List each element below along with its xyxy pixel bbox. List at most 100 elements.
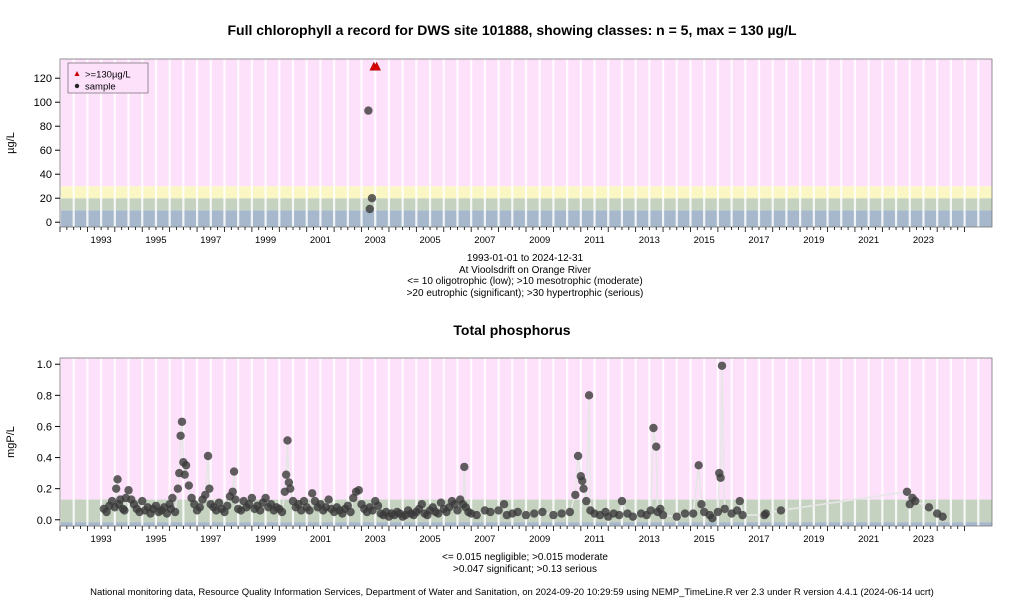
y-axis-label: µg/L <box>5 132 17 154</box>
data-point <box>223 501 232 510</box>
data-point <box>231 495 240 504</box>
chart1-title: Full chlorophyll a record for DWS site 1… <box>227 22 797 38</box>
data-point <box>658 510 668 520</box>
data-point <box>324 495 333 504</box>
data-point <box>307 489 317 498</box>
data-point <box>738 510 747 520</box>
data-point <box>761 509 771 518</box>
data-point <box>617 496 627 506</box>
y-tick-label: 0.0 <box>37 515 52 527</box>
x-tick-label: 2019 <box>803 534 824 545</box>
data-point <box>354 486 363 495</box>
data-point <box>697 500 706 509</box>
x-tick-label: 1997 <box>200 534 221 545</box>
y-tick-label: 80 <box>40 121 52 133</box>
chart2-notes: <= 0.015 negligible; >0.015 moderate >0.… <box>0 552 1024 575</box>
x-tick-label: 2021 <box>858 534 879 545</box>
chart1-note-site: At Vioolsdrift on Orange River <box>458 264 592 276</box>
x-tick-label: 2009 <box>529 534 550 545</box>
x-tick-label: 1997 <box>200 235 221 246</box>
chart2-note-classes-b: >0.047 significant; >0.13 serious <box>453 563 597 575</box>
y-tick-label: 0.8 <box>37 390 52 402</box>
data-point-max <box>372 61 382 71</box>
data-point <box>494 506 503 515</box>
data-point <box>530 509 539 518</box>
x-tick-label: 2019 <box>803 235 824 246</box>
data-point <box>902 487 912 496</box>
data-point <box>417 500 427 509</box>
legend-marker-dot <box>74 83 80 89</box>
data-point <box>195 503 204 512</box>
x-tick-label: 2023 <box>913 235 934 246</box>
x-tick-label: 2021 <box>858 235 879 246</box>
chart2-note-classes-a: <= 0.015 negligible; >0.015 moderate <box>442 552 608 563</box>
y-tick-label: 0.2 <box>37 484 52 496</box>
x-tick-label: 2011 <box>584 235 604 246</box>
data-point <box>615 510 624 520</box>
data-point <box>557 509 566 518</box>
y-tick-label: 0.6 <box>37 421 52 433</box>
data-point <box>277 507 287 517</box>
data-point <box>573 451 583 461</box>
data-point <box>672 512 681 521</box>
data-point <box>472 510 481 520</box>
x-tick-label: 2017 <box>748 235 769 246</box>
data-point <box>368 506 377 515</box>
x-tick-label: 2005 <box>419 534 440 545</box>
data-point <box>646 506 655 515</box>
data-point <box>565 507 575 517</box>
x-tick-label: 2001 <box>310 534 331 545</box>
data-point <box>184 481 194 490</box>
data-point <box>735 496 745 506</box>
data-point <box>628 512 638 521</box>
data-point <box>203 451 213 461</box>
x-tick-label: 2015 <box>694 235 715 246</box>
data-point <box>177 417 187 426</box>
data-point <box>713 507 723 517</box>
data-point <box>938 512 947 521</box>
data-point <box>649 423 658 433</box>
legend-marker-triangle <box>74 71 80 76</box>
data-point <box>689 509 698 518</box>
data-point <box>364 106 373 115</box>
data-point <box>173 484 183 493</box>
x-tick-label: 2017 <box>748 534 769 545</box>
x-tick-label: 2007 <box>474 235 495 246</box>
data-point <box>180 470 189 479</box>
x-tick-label: 1999 <box>255 235 276 246</box>
data-point <box>577 476 587 486</box>
x-tick-label: 2011 <box>584 534 604 545</box>
data-point <box>924 503 934 512</box>
x-tick-label: 2003 <box>365 235 386 246</box>
data-point <box>776 506 786 515</box>
data-point <box>499 500 509 509</box>
data-point <box>281 470 291 479</box>
legend-box <box>67 62 149 94</box>
x-tick-label: 2015 <box>694 534 715 545</box>
data-point <box>716 473 725 482</box>
data-point <box>255 506 265 515</box>
data-point <box>201 490 210 500</box>
y-tick-label: 0 <box>46 217 52 229</box>
legend-label: >=130µg/L <box>85 70 131 81</box>
y-axis-label: mgP/L <box>5 426 17 458</box>
data-point <box>283 436 292 445</box>
footer-credit: National monitoring data, Resource Quali… <box>90 587 934 598</box>
x-tick-label: 1999 <box>255 534 276 545</box>
data-point <box>584 391 594 400</box>
x-tick-label: 2001 <box>310 235 331 246</box>
x-tick-label: 1995 <box>145 534 166 545</box>
y-tick-label: 1.0 <box>37 359 52 371</box>
data-point <box>720 504 729 514</box>
data-point <box>911 496 920 506</box>
chart2-title: Total phosphorus <box>453 322 571 338</box>
data-point <box>732 506 742 515</box>
data-point <box>228 487 237 496</box>
data-point <box>229 467 239 476</box>
data-point <box>460 462 469 472</box>
data-point <box>346 507 355 517</box>
data-point <box>365 204 374 214</box>
data-point <box>205 484 214 493</box>
data-point <box>138 496 147 506</box>
